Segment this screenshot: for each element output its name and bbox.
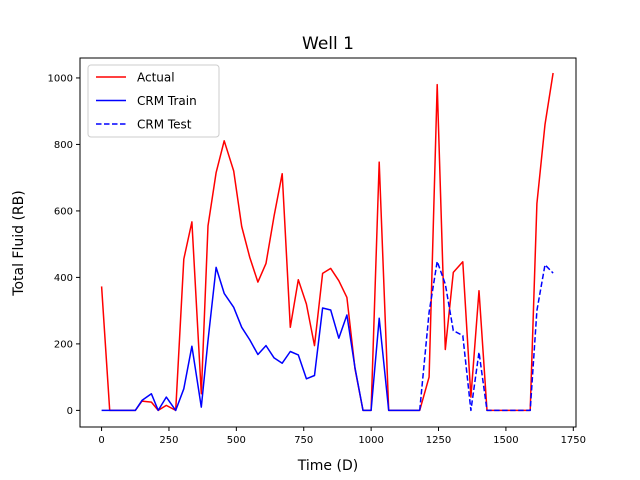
series-line-1 xyxy=(101,266,420,412)
legend: Actual CRM Train CRM Test xyxy=(87,64,220,138)
y-axis-ticks: 0 200 400 600 800 1000 xyxy=(48,73,80,417)
x-tick-label: 1000 xyxy=(358,435,383,446)
y-tick-label: 200 xyxy=(54,339,73,350)
series-line-0 xyxy=(100,72,554,412)
x-tick-label: 1500 xyxy=(493,435,518,446)
x-axis-label: Time (D) xyxy=(297,458,358,474)
legend-label: CRM Test xyxy=(137,118,192,132)
x-axis-ticks: 0 250 500 750 1000 1250 1500 1750 xyxy=(98,427,586,446)
legend-label: Actual xyxy=(137,71,175,85)
x-tick-label: 500 xyxy=(227,435,246,446)
chart-title: Well 1 xyxy=(302,34,354,54)
y-tick-label: 600 xyxy=(54,206,73,217)
plot-lines xyxy=(100,72,554,412)
x-tick-label: 250 xyxy=(159,435,178,446)
y-tick-label: 1000 xyxy=(48,73,73,84)
x-tick-label: 0 xyxy=(98,435,104,446)
y-axis-label: Total Fluid (RB) xyxy=(11,190,27,296)
series-line-2 xyxy=(418,260,554,412)
legend-label: CRM Train xyxy=(137,94,197,108)
y-tick-label: 800 xyxy=(54,140,73,151)
legend-box xyxy=(87,64,220,138)
plot-frame xyxy=(79,57,577,428)
x-tick-label: 1250 xyxy=(426,435,451,446)
y-tick-label: 0 xyxy=(67,406,73,417)
x-tick-label: 750 xyxy=(294,435,313,446)
x-tick-label: 1750 xyxy=(561,435,586,446)
y-tick-label: 400 xyxy=(54,273,73,284)
